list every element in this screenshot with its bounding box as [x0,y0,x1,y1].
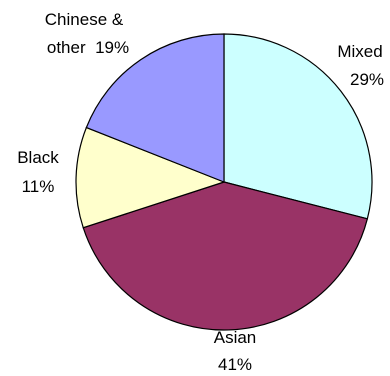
pie-slices [75,33,373,331]
slice-label-black: Black [17,148,59,167]
slice-black [75,126,226,229]
slice-mixed [223,33,373,220]
slice-chinese-other [85,33,225,183]
slice-label-chinese-other-pct: other 19% [47,38,129,57]
slice-asian [82,181,369,331]
slice-label-mixed: Mixed [337,42,382,61]
slice-label-chinese-other: Chinese & [45,10,124,29]
pie-labels: Mixed 29% Asian 41% Black 11% Chinese & … [17,10,384,374]
slice-label-mixed-pct: 29% [350,70,384,89]
slice-label-black-pct: 11% [22,177,55,196]
slice-label-asian: Asian [214,328,257,347]
slice-label-asian-pct: 41% [218,355,252,374]
